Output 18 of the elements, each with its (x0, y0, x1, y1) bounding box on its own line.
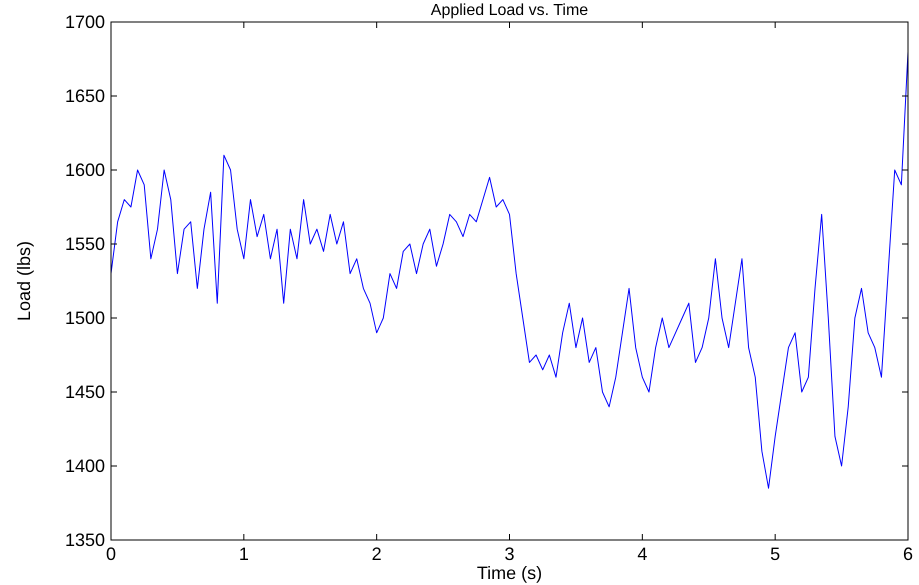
x-tick-label: 6 (902, 544, 914, 564)
y-tick-label: 1700 (64, 12, 105, 32)
y-tick-label: 1550 (64, 234, 105, 254)
x-tick-label: 3 (504, 544, 515, 564)
x-axis-title: Time (s) (476, 563, 542, 583)
x-tick-label: 0 (106, 544, 116, 564)
y-axis-title: Load (lbs) (14, 240, 34, 322)
y-tick-label: 1600 (64, 160, 105, 180)
y-tick-label: 1500 (64, 308, 105, 328)
x-tick-label: 1 (238, 544, 249, 564)
x-tick-label: 4 (637, 544, 648, 564)
y-tick-label: 1350 (64, 530, 105, 550)
x-tick-label: 5 (770, 544, 780, 564)
y-tick-label: 1650 (64, 86, 105, 106)
y-tick-label: 1450 (64, 382, 105, 402)
y-tick-label: 1400 (64, 456, 105, 476)
chart-title: Applied Load vs. Time (430, 2, 588, 19)
x-tick-label: 2 (372, 544, 382, 564)
